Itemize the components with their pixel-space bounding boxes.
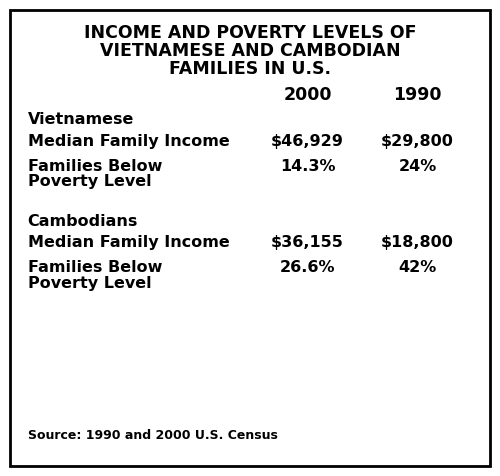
Text: $18,800: $18,800 bbox=[381, 235, 454, 250]
Text: Vietnamese: Vietnamese bbox=[28, 112, 134, 128]
Text: Families Below: Families Below bbox=[28, 159, 162, 174]
Text: Median Family Income: Median Family Income bbox=[28, 134, 229, 149]
Text: 1990: 1990 bbox=[393, 86, 442, 104]
Text: Poverty Level: Poverty Level bbox=[28, 174, 151, 189]
Text: 42%: 42% bbox=[398, 260, 436, 275]
Text: 26.6%: 26.6% bbox=[280, 260, 335, 275]
Text: $29,800: $29,800 bbox=[381, 134, 454, 149]
Text: Cambodians: Cambodians bbox=[28, 214, 138, 229]
Text: 24%: 24% bbox=[398, 159, 436, 174]
Text: $36,155: $36,155 bbox=[271, 235, 344, 250]
Text: 2000: 2000 bbox=[283, 86, 332, 104]
Text: 14.3%: 14.3% bbox=[280, 159, 335, 174]
Text: Median Family Income: Median Family Income bbox=[28, 235, 229, 250]
Text: $46,929: $46,929 bbox=[271, 134, 344, 149]
Text: Source: 1990 and 2000 U.S. Census: Source: 1990 and 2000 U.S. Census bbox=[28, 429, 278, 442]
Text: FAMILIES IN U.S.: FAMILIES IN U.S. bbox=[169, 60, 331, 78]
Text: Poverty Level: Poverty Level bbox=[28, 276, 151, 291]
FancyBboxPatch shape bbox=[10, 10, 490, 466]
Text: VIETNAMESE AND CAMBODIAN: VIETNAMESE AND CAMBODIAN bbox=[100, 42, 401, 60]
Text: Families Below: Families Below bbox=[28, 260, 162, 275]
Text: INCOME AND POVERTY LEVELS OF: INCOME AND POVERTY LEVELS OF bbox=[84, 24, 416, 42]
